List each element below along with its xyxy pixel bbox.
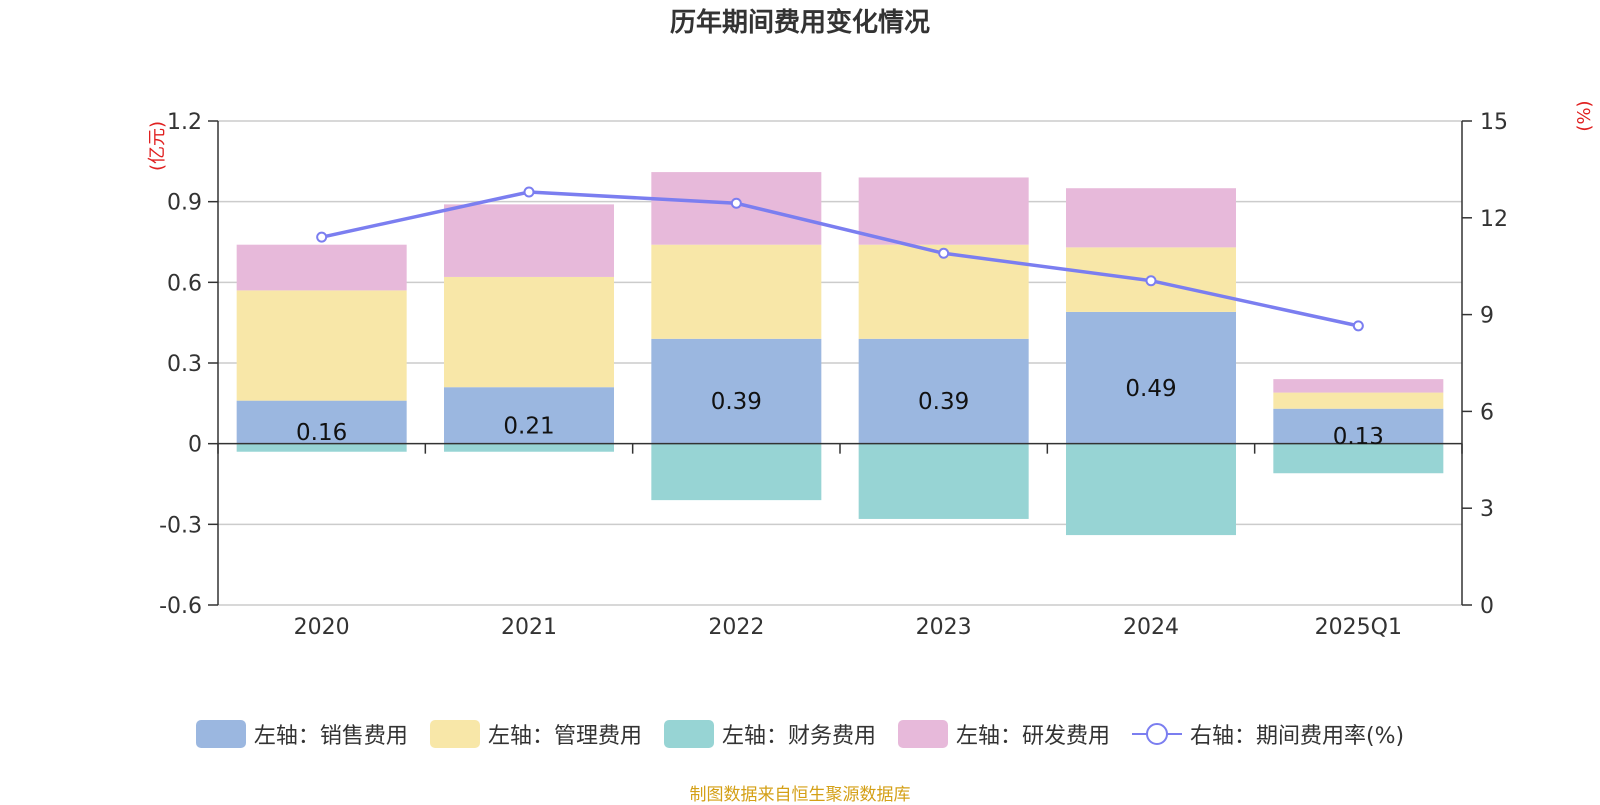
bar-segment bbox=[858, 177, 1029, 245]
left-axis-tick-label: -0.3 bbox=[159, 513, 202, 538]
data-label: 0.21 bbox=[503, 413, 554, 439]
bar-segment bbox=[651, 244, 822, 339]
bar-segment bbox=[1273, 392, 1444, 409]
bar-segment bbox=[236, 400, 407, 444]
bar-segment bbox=[858, 338, 1029, 444]
category-label: 2023 bbox=[916, 615, 972, 640]
left-axis-tick-label: 0.3 bbox=[167, 352, 202, 377]
right-axis-tick-label: 3 bbox=[1480, 497, 1494, 522]
legend-item-admin[interactable]: 左轴：管理费用 bbox=[429, 718, 642, 750]
bar-segment bbox=[1066, 188, 1236, 248]
right-axis-unit: (%) bbox=[1574, 100, 1595, 131]
legend-item-rate[interactable]: 右轴：期间费用率(%) bbox=[1131, 718, 1405, 750]
legend-label-rate: 右轴：期间费用率(%) bbox=[1189, 724, 1405, 749]
rate-point bbox=[1352, 320, 1364, 332]
legend-label-finance: 左轴：财务费用 bbox=[721, 724, 876, 749]
bar-segment bbox=[858, 244, 1029, 339]
rate-line-series bbox=[316, 186, 1364, 332]
bar-segment bbox=[651, 338, 822, 444]
rate-point bbox=[316, 231, 328, 243]
legend-swatch-finance bbox=[663, 720, 714, 748]
legend-item-finance[interactable]: 左轴：财务费用 bbox=[663, 718, 876, 750]
right-axis-tick-label: 15 bbox=[1480, 110, 1508, 135]
data-label: 0.49 bbox=[1125, 376, 1176, 402]
bar-segment bbox=[1273, 443, 1444, 474]
chart-title: 历年期间费用变化情况 bbox=[669, 8, 930, 38]
legend-item-sales[interactable]: 左轴：销售费用 bbox=[195, 718, 408, 750]
rate-point bbox=[938, 247, 950, 259]
bar-segment bbox=[858, 443, 1029, 519]
right-axis-tick-label: 6 bbox=[1480, 400, 1494, 425]
right-axis-tick-label: 0 bbox=[1480, 594, 1494, 619]
bar-segment bbox=[444, 204, 614, 277]
bar-series bbox=[236, 172, 1444, 536]
legend-swatch-admin bbox=[429, 720, 480, 748]
axes: 1.2 0.9 0.6 0.3 0 -0.3 -0.6 15 12 9 6 3 0 (亿元) (%) 2020… bbox=[147, 100, 1595, 640]
legend-item-rd[interactable]: 左轴：研发费用 bbox=[897, 718, 1110, 750]
right-axis-tick-label: 12 bbox=[1480, 207, 1508, 232]
left-axis-tick-label: 0.9 bbox=[167, 191, 202, 216]
grid-lines bbox=[218, 120, 1462, 606]
data-label: 0.16 bbox=[296, 420, 347, 446]
legend-swatch-rd bbox=[897, 720, 948, 748]
bar-segment bbox=[651, 443, 822, 501]
source-note: 制图数据来自恒生聚源数据库 bbox=[689, 785, 911, 805]
left-axis-tick-label: 0 bbox=[188, 433, 202, 458]
bar-segment bbox=[1273, 379, 1444, 393]
bar-segment bbox=[1066, 311, 1236, 444]
rate-point bbox=[1145, 275, 1157, 287]
left-axis-tick-label: -0.6 bbox=[159, 594, 202, 619]
bar-segment bbox=[236, 443, 407, 452]
rate-point bbox=[523, 186, 535, 198]
left-axis-tick-label: 0.6 bbox=[167, 271, 202, 296]
rate-line bbox=[321, 190, 1359, 328]
legend-swatch-sales bbox=[195, 720, 246, 748]
category-label: 2024 bbox=[1123, 615, 1179, 640]
legend-swatch-rate bbox=[1131, 720, 1182, 748]
data-label: 0.13 bbox=[1333, 424, 1384, 450]
category-label: 2025Q1 bbox=[1315, 615, 1402, 640]
right-axis-tick-label: 9 bbox=[1480, 304, 1494, 329]
legend: 左轴：销售费用 左轴：管理费用 左轴：财务费用 左轴：研发费用 右轴：期间费用率… bbox=[0, 718, 1600, 750]
rate-point bbox=[730, 197, 742, 209]
bar-segment bbox=[236, 244, 407, 291]
category-label: 2022 bbox=[708, 615, 764, 640]
bar-segment bbox=[1066, 443, 1236, 536]
category-label: 2021 bbox=[501, 615, 557, 640]
data-labels: 0.16 0.21 0.39 0.39 0.49 0.13 bbox=[296, 376, 1384, 450]
legend-label-sales: 左轴：销售费用 bbox=[253, 724, 408, 749]
legend-label-admin: 左轴：管理费用 bbox=[487, 724, 642, 749]
left-axis-tick-label: 1.2 bbox=[167, 110, 202, 135]
category-label: 2020 bbox=[294, 615, 350, 640]
bar-segment bbox=[1273, 408, 1444, 444]
bar-segment bbox=[444, 443, 614, 452]
data-label: 0.39 bbox=[918, 389, 969, 415]
legend-label-rd: 左轴：研发费用 bbox=[955, 724, 1110, 749]
left-axis-unit: (亿元) bbox=[147, 121, 168, 171]
data-label: 0.39 bbox=[711, 389, 762, 415]
bar-segment bbox=[444, 276, 614, 388]
bar-segment bbox=[236, 290, 407, 401]
bar-segment bbox=[444, 387, 614, 444]
